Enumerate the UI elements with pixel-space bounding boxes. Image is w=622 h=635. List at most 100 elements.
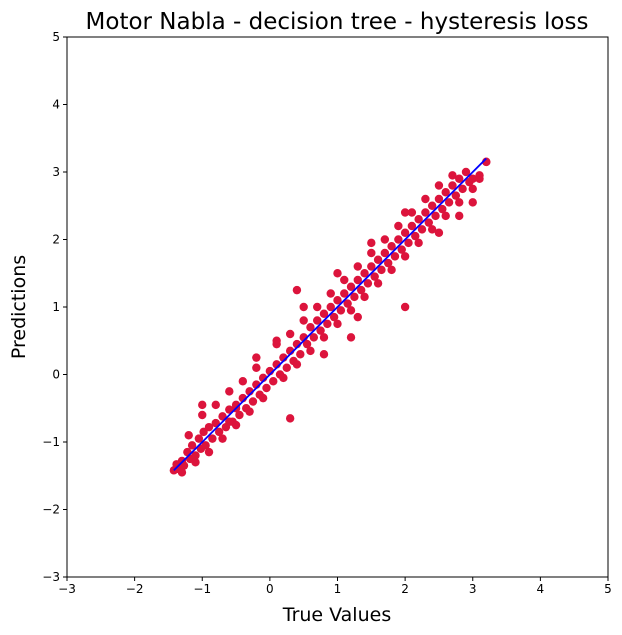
scatter-point (204, 447, 214, 457)
scatter-point (326, 289, 335, 298)
scatter-point (252, 353, 261, 362)
scatter-point (323, 319, 332, 329)
scatter-point (390, 252, 400, 261)
scatter-point (438, 204, 447, 214)
x-tick-label: −1 (193, 582, 211, 596)
scatter-point (326, 302, 335, 312)
y-tick-label: 5 (52, 30, 60, 44)
scatter-point (434, 194, 444, 204)
x-tick-label: 4 (537, 582, 545, 596)
scatter-point (285, 329, 295, 339)
scatter-point (468, 198, 477, 207)
y-tick-label: 3 (52, 165, 60, 179)
scatter-point (468, 184, 477, 194)
scatter-point (319, 309, 329, 318)
scatter-point (177, 468, 187, 477)
scatter-point (302, 339, 312, 349)
scatter-point (211, 400, 220, 410)
scatter-point (346, 282, 356, 291)
scatter-point (340, 275, 349, 285)
scatter-point (367, 238, 376, 248)
scatter-point (458, 184, 467, 194)
x-tick-label: −3 (58, 582, 76, 596)
scatter-point (319, 333, 329, 342)
scatter-point (451, 191, 461, 200)
chart-title: Motor Nabla - decision tree - hysteresis… (86, 9, 589, 35)
scatter-point (225, 417, 234, 426)
scatter-point (380, 248, 390, 258)
scatter-point (340, 289, 349, 298)
x-tick-label: 1 (334, 582, 342, 596)
scatter-point (343, 299, 352, 308)
x-tick-label: 5 (604, 582, 612, 596)
scatter-point (296, 350, 305, 359)
scatter-point (333, 319, 342, 329)
scatter-point (299, 316, 308, 325)
scatter-point (448, 181, 457, 190)
scatter-point (421, 194, 430, 204)
scatter-point (424, 218, 433, 227)
scatter-point (441, 188, 450, 197)
scatter-point (285, 414, 295, 423)
scatter-point (380, 235, 390, 244)
scatter-point (292, 360, 302, 369)
axis-ticks: −3 −2 −1 0 1 2 3 4 5 −3 −2 −1 0 1 2 3 4 5 (42, 30, 612, 596)
scatter-point (373, 279, 383, 288)
scatter-point (373, 255, 383, 264)
scatter-point (346, 333, 356, 342)
plot-frame (66, 36, 609, 578)
scatter-point (404, 238, 413, 248)
scatter-point (199, 427, 208, 437)
scatter-point (414, 238, 423, 248)
scatter-point (407, 208, 417, 217)
x-axis-label: True Values (282, 604, 391, 626)
reference-line (173, 157, 487, 471)
scatter-point (333, 296, 342, 305)
y-tick-label: 1 (52, 300, 60, 314)
scatter-point (306, 323, 315, 332)
scatter-point (198, 410, 207, 420)
scatter-point (444, 198, 454, 207)
scatter-point (384, 258, 393, 268)
scatter-point (218, 434, 227, 443)
scatter-point (313, 302, 322, 312)
x-tick-label: −2 (126, 582, 144, 596)
scatter-point (272, 336, 281, 345)
scatter-point (282, 363, 291, 372)
scatter-point (434, 181, 444, 190)
y-tick-label: 0 (52, 368, 60, 382)
scatter-point (441, 211, 450, 221)
scatter-point (198, 400, 207, 410)
scatter-point (427, 201, 437, 210)
scatter-point (350, 292, 359, 302)
scatter-point (475, 174, 484, 183)
x-tick-label: 0 (266, 582, 274, 596)
scatter-point (245, 407, 254, 416)
scatter-point (336, 306, 346, 315)
scatter-point (387, 265, 396, 275)
scatter-point (231, 420, 241, 430)
scatter-point (455, 198, 464, 207)
scatter-point (363, 279, 373, 288)
scatter-point (194, 434, 204, 443)
scatter-point (400, 208, 410, 217)
scatter-point (258, 393, 268, 403)
scatter-point (309, 333, 319, 342)
scatter-point (187, 441, 197, 450)
scatter-point (353, 275, 362, 285)
scatter-point (448, 171, 457, 180)
scatter-point (367, 248, 376, 258)
scatter-point (316, 326, 325, 335)
scatter-point (400, 252, 410, 261)
scatter-point (377, 265, 386, 275)
scatter-point (407, 221, 417, 231)
scatter-point (360, 292, 369, 302)
scatter-point (235, 410, 244, 420)
scatter-point (319, 350, 329, 359)
scatter-point (360, 269, 369, 278)
y-tick-label: −3 (42, 570, 60, 584)
scatter-point (191, 458, 200, 467)
scatter-point (461, 167, 471, 177)
scatter-point (370, 272, 379, 281)
